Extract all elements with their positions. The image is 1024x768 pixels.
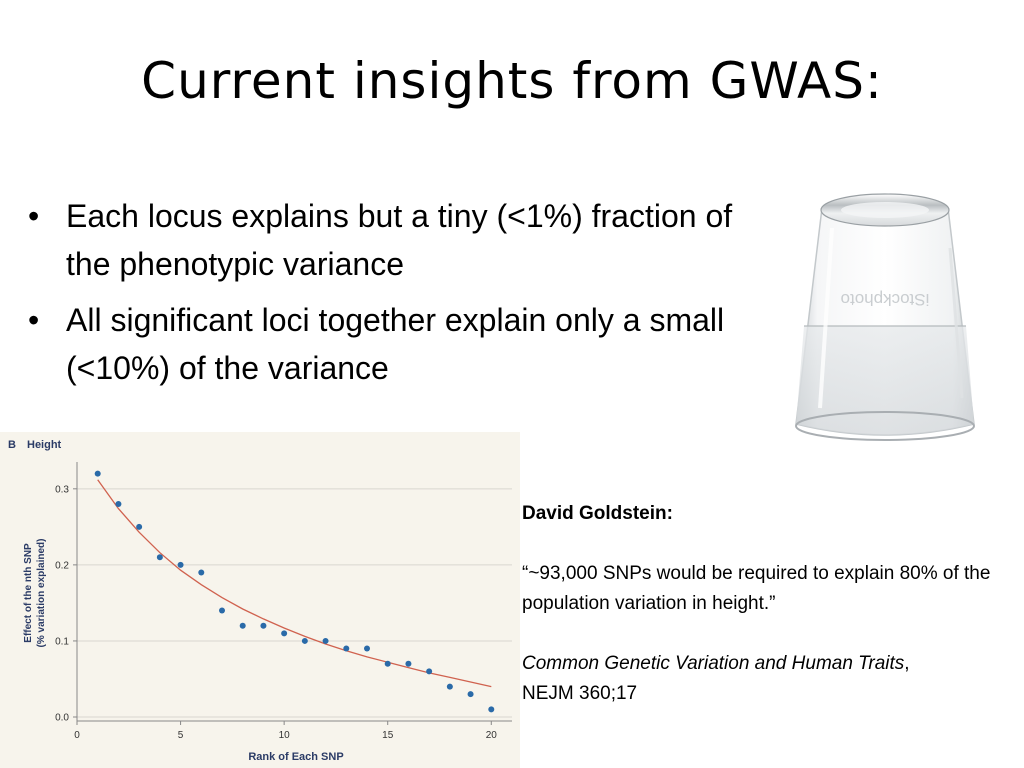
data-point (301, 637, 308, 644)
data-point (281, 630, 288, 637)
y-tick-label: 0.0 (55, 713, 69, 724)
data-point (219, 607, 225, 614)
data-point (136, 523, 143, 530)
data-point (177, 561, 184, 568)
glass-image: iStockphoto (795, 193, 975, 441)
x-tick-label: 15 (382, 730, 394, 741)
data-point (322, 637, 329, 644)
reference-title: Common Genetic Variation and Human Trait… (522, 653, 905, 674)
x-tick-label: 20 (486, 730, 498, 741)
y-tick-label: 0.3 (55, 484, 69, 495)
data-point (364, 645, 370, 652)
x-tick-label: 10 (279, 730, 291, 741)
data-point (446, 683, 453, 690)
quote-author: David Goldstein: (522, 503, 673, 524)
data-point (94, 470, 101, 477)
data-point (384, 660, 391, 667)
slide-title: Current insights from GWAS: (141, 52, 883, 110)
data-point (343, 645, 350, 652)
chart-svg: 0.0 0.1 0.2 0.3 0 5 10 15 20 B Height Rank of Ea… (8, 439, 512, 763)
y-axis-label-line2: (% variation explained) (36, 539, 47, 648)
y-tick-label: 0.2 (55, 560, 69, 571)
data-point (426, 668, 433, 675)
chart-title: Height (27, 439, 62, 451)
bullet-list: • Each locus explains but a tiny (<1%) f… (28, 192, 748, 400)
reference-journal: NEJM 360;17 (522, 683, 638, 704)
data-point (198, 569, 205, 576)
bullet-text: All significant loci together explain on… (66, 302, 725, 386)
data-point (115, 501, 122, 508)
y-axis-label-line1: Effect of the nth SNP (23, 543, 34, 643)
data-point (467, 691, 474, 698)
bullet-icon: • (28, 302, 40, 338)
data-point (488, 706, 495, 713)
bullet-item: • Each locus explains but a tiny (<1%) f… (28, 192, 748, 288)
x-tick-label: 5 (178, 730, 184, 741)
data-point (260, 622, 267, 629)
glass-photo: iStockphoto (760, 168, 1010, 494)
quote-text: “~93,000 SNPs would be required to expla… (522, 563, 991, 614)
data-point (405, 660, 412, 667)
data-point (156, 554, 163, 561)
quote-block: David Goldstein: “~93,000 SNPs would be … (522, 499, 1022, 709)
y-tick-label: 0.1 (55, 636, 69, 647)
reference-separator: , (904, 653, 910, 674)
height-chart: 0.0 0.1 0.2 0.3 0 5 10 15 20 B Height Rank of Ea… (0, 432, 520, 768)
bullet-icon: • (28, 198, 40, 234)
glass-watermark: iStockphoto (841, 290, 930, 309)
bullet-text: Each locus explains but a tiny (<1%) fra… (66, 198, 733, 282)
fit-curve (97, 479, 492, 688)
panel-label: B (8, 439, 16, 451)
x-axis-label: Rank of Each SNP (248, 751, 343, 763)
bullet-item: • All significant loci together explain … (28, 296, 748, 392)
quote-reference: Common Genetic Variation and Human Trait… (522, 649, 1022, 679)
x-tick-label: 0 (74, 730, 80, 741)
data-point (239, 622, 246, 629)
